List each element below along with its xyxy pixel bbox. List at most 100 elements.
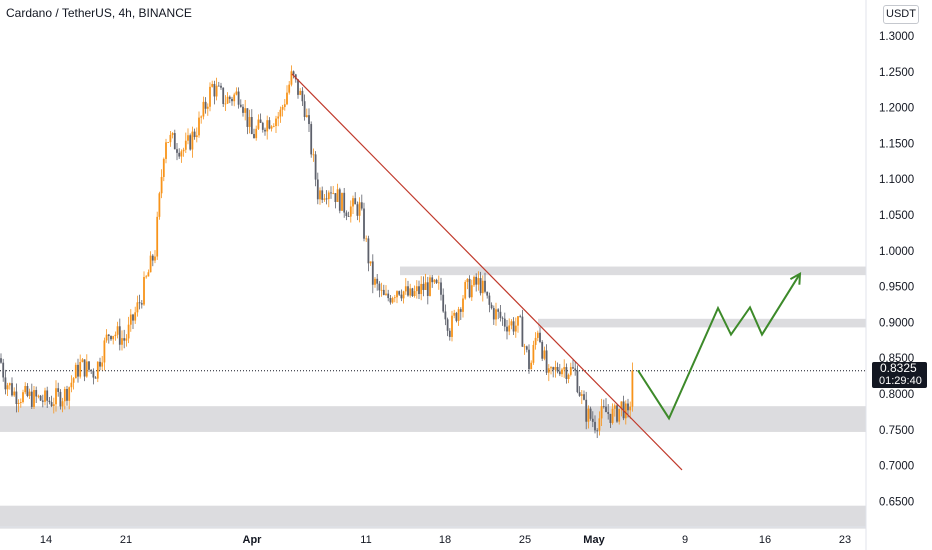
candle-body-245 [539, 332, 541, 342]
candle-body-8 [17, 403, 20, 404]
candle-body-178 [391, 298, 394, 303]
candle-body-90 [198, 117, 200, 136]
candle-body-60 [132, 314, 134, 321]
candle-body-125 [275, 118, 277, 127]
candle-body-32 [70, 382, 73, 388]
candle-body-211 [464, 282, 467, 299]
candle-body-250 [550, 367, 552, 369]
currency-badge[interactable]: USDT [883, 5, 919, 24]
candle-body-239 [525, 346, 528, 350]
candle-body-28 [61, 401, 64, 407]
candle-body-72 [158, 193, 161, 217]
candle-body-113 [248, 117, 251, 127]
candle-body-184 [404, 286, 407, 292]
candle-body-94 [206, 106, 209, 109]
candle-body-143 [314, 154, 317, 180]
candle-body-200 [440, 282, 442, 295]
candle-body-140 [308, 115, 310, 125]
candle-body-58 [127, 324, 130, 339]
candle-body-80 [176, 149, 178, 153]
candle-body-284 [624, 403, 627, 419]
candle-body-45 [99, 361, 101, 367]
candle-body-139 [305, 115, 308, 117]
candle-body-164 [360, 202, 363, 209]
candle-body-247 [543, 350, 546, 359]
candle-body-85 [187, 135, 189, 141]
candle-body-128 [281, 106, 284, 110]
candle-body-18 [39, 395, 42, 401]
candle-body-124 [272, 126, 275, 127]
candle-body-160 [352, 198, 354, 207]
candle-body-217 [477, 278, 480, 285]
candle-body-107 [235, 91, 238, 95]
candle-body-244 [536, 332, 539, 338]
candle-body-180 [396, 291, 398, 298]
candle-body-64 [140, 303, 143, 305]
candle-body-31 [68, 387, 71, 401]
zone-2 [0, 406, 866, 432]
candle-body-152 [334, 193, 337, 202]
candle-body-119 [261, 122, 264, 130]
candle-body-129 [283, 104, 286, 107]
candle-body-238 [523, 346, 526, 348]
candle-body-262 [576, 370, 579, 393]
candle-body-213 [468, 278, 471, 298]
candle-body-44 [96, 361, 99, 379]
candle-body-10 [22, 392, 24, 403]
price-tick-label: 1.2000 [879, 103, 914, 115]
candle-body-138 [303, 101, 306, 117]
candle-body-56 [123, 338, 126, 341]
candle-body-232 [510, 321, 513, 326]
price-tick-label: 1.0000 [879, 246, 914, 258]
candle-body-14 [30, 391, 33, 407]
candle-body-255 [561, 369, 563, 375]
candle-body-204 [448, 330, 451, 337]
candle-body-133 [292, 71, 295, 75]
time-axis[interactable]: 14 21 Apr 11 18 25 May 9 16 23 [40, 534, 851, 546]
candle-body-251 [552, 367, 555, 370]
drawings-layer [291, 73, 802, 471]
candle-body-23 [50, 402, 53, 407]
candle-body-4 [8, 383, 11, 386]
price-axis[interactable]: 1.3000 1.2500 1.2000 1.1500 1.1000 1.0500 1.00… [879, 31, 914, 508]
candle-body-97 [213, 83, 216, 97]
time-tick-label: 11 [360, 534, 371, 546]
price-tick-label: 0.6500 [879, 496, 914, 508]
candle-body-191 [420, 283, 423, 295]
candle-body-275 [605, 406, 607, 413]
candle-body-274 [602, 406, 605, 408]
candle-body-144 [316, 179, 319, 200]
candle-body-258 [567, 374, 570, 379]
candle-body-181 [398, 291, 401, 295]
candle-body-198 [435, 279, 438, 283]
candle-body-16 [35, 390, 38, 397]
candle-body-229 [503, 318, 506, 327]
zone-3 [0, 505, 866, 529]
candle-body-79 [173, 133, 176, 150]
candle-body-253 [556, 366, 559, 372]
candle-body-157 [345, 212, 348, 217]
time-tick-label: 25 [519, 534, 531, 546]
candle-body-21 [46, 390, 49, 401]
candle-body-132 [290, 71, 293, 85]
candle-body-153 [336, 189, 339, 202]
candle-body-203 [446, 319, 449, 331]
candle-body-99 [217, 85, 220, 87]
candle-body-231 [508, 325, 511, 332]
candle-body-190 [418, 286, 420, 295]
candle-body-230 [506, 326, 508, 332]
zones-layer [0, 266, 866, 529]
candle-body-98 [215, 85, 218, 97]
candle-body-279 [613, 405, 616, 409]
candle-body-155 [341, 192, 343, 211]
candle-body-106 [233, 94, 236, 102]
candle-body-172 [378, 283, 381, 291]
candle-body-53 [116, 326, 119, 335]
candle-body-100 [220, 85, 222, 88]
candle-body-154 [338, 189, 341, 211]
candle-body-201 [442, 294, 445, 312]
candle-body-226 [497, 309, 500, 312]
candle-body-73 [160, 176, 163, 194]
candle-body-273 [600, 406, 603, 419]
